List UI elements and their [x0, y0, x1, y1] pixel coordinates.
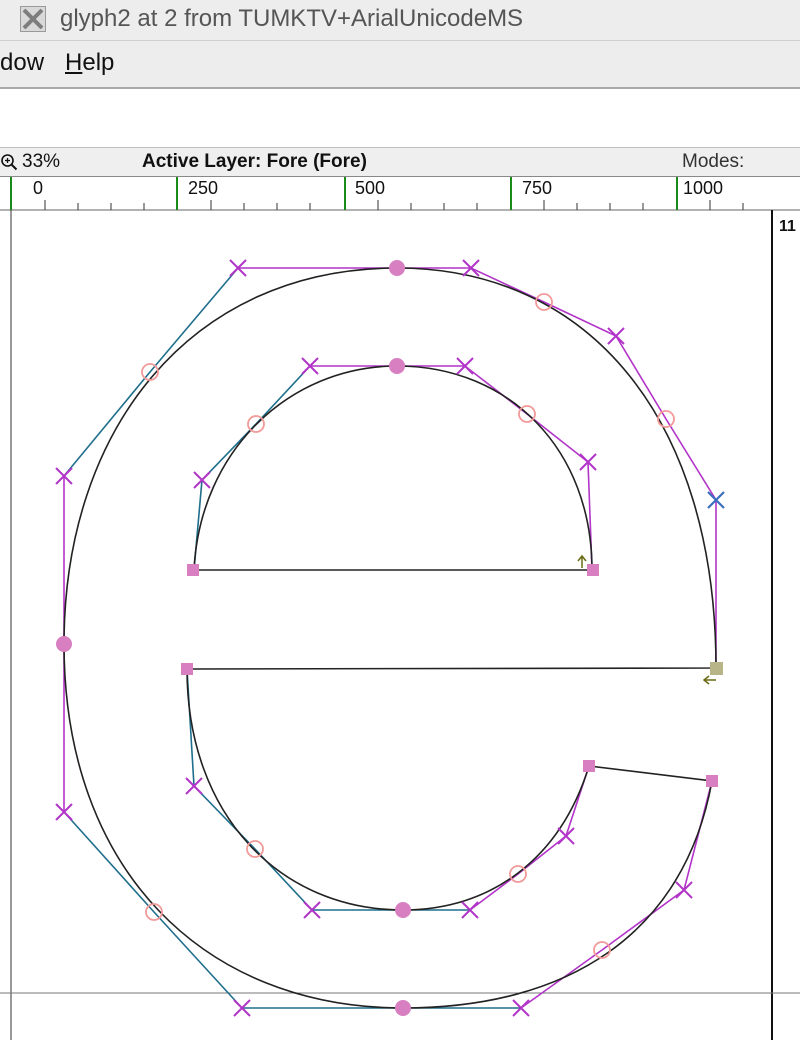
status-bar: 33% Active Layer: Fore (Fore) Modes:: [0, 148, 800, 177]
menu-help[interactable]: Help: [65, 49, 115, 76]
glyph-canvas[interactable]: 0 250 500 750 1000 11: [0, 177, 800, 1040]
glyph-counter-contour[interactable]: [193, 365, 593, 571]
x11-icon: [20, 6, 46, 32]
ruler-label-1000: 1000: [683, 178, 723, 198]
ruler-corner-label: 11: [779, 218, 796, 235]
interpolated-points[interactable]: [141, 293, 675, 959]
ruler-label-0: 0: [33, 178, 43, 198]
menu-window[interactable]: dow: [0, 49, 45, 76]
direction-arrow-icon: [577, 554, 716, 685]
zoom-icon[interactable]: [0, 153, 18, 171]
off-curve-points[interactable]: [55, 259, 693, 1017]
title-bar: glyph2 at 2 from TUMKTV+ArialUnicodeMS: [0, 0, 800, 41]
active-layer-label: Active Layer: Fore (Fore): [142, 151, 367, 172]
curve-points[interactable]: [56, 260, 411, 1016]
modes-label: Modes:: [682, 151, 745, 172]
glyph-outer-contour[interactable]: [63, 267, 717, 1009]
horizontal-ruler[interactable]: 0 250 500 750 1000: [0, 177, 800, 211]
control-handles: [63, 267, 717, 1009]
window-title: glyph2 at 2 from TUMKTV+ArialUnicodeMS: [60, 5, 524, 32]
toolbar-area: [0, 89, 800, 148]
ruler-label-500: 500: [355, 178, 385, 198]
menu-bar: dow Help: [0, 41, 800, 89]
ruler-label-750: 750: [522, 178, 552, 198]
start-point[interactable]: [710, 662, 723, 675]
corner-points[interactable]: [181, 564, 718, 787]
ruler-label-250: 250: [188, 178, 218, 198]
zoom-level: 33%: [22, 151, 61, 172]
selected-control-point-icon[interactable]: [707, 491, 725, 509]
